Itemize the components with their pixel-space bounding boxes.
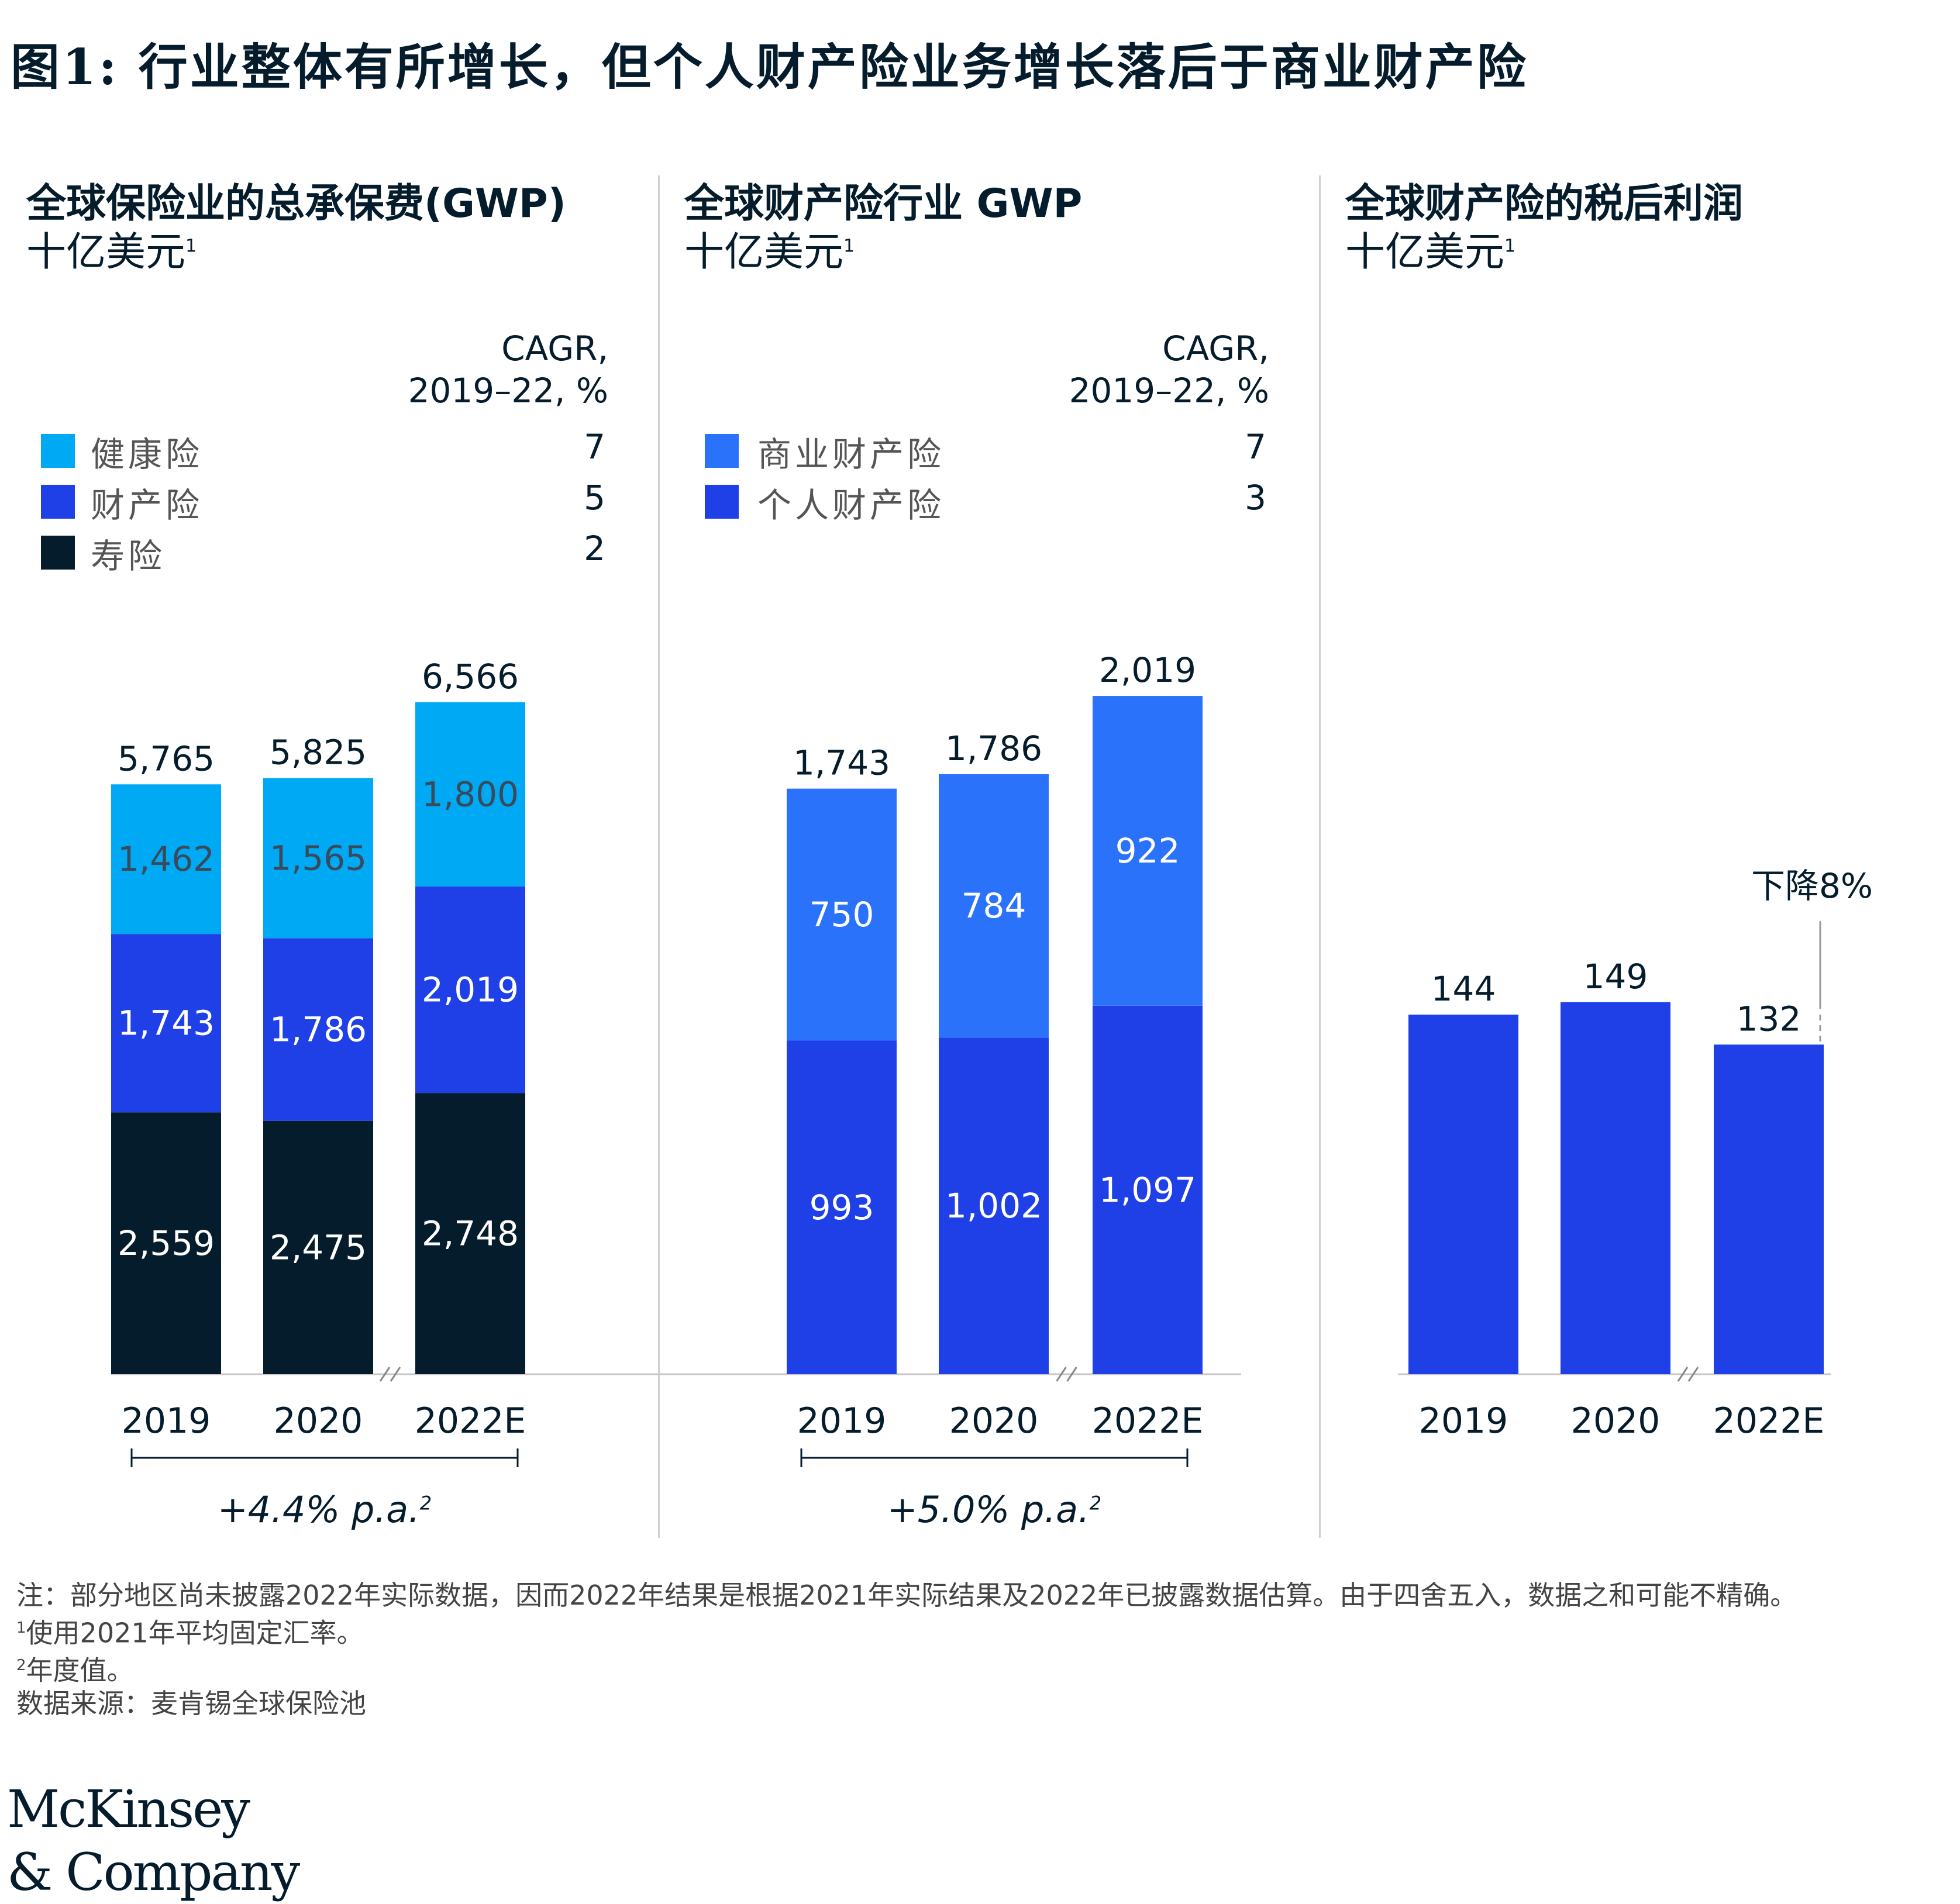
x-tick-label: 2019 <box>1419 1401 1508 1441</box>
panel1-title: 全球保险业的总承保费(GWP) <box>26 181 566 227</box>
legend-label-property: 财产险 <box>91 485 204 525</box>
panel1-unit: 十亿美元1 <box>26 229 197 275</box>
bar-segment <box>415 886 525 1094</box>
note-main: 注：部分地区尚未披露2022年实际数据，因而2022年结果是根据2021年实际结… <box>16 1579 1797 1611</box>
x-tick-label: 2020 <box>274 1401 363 1441</box>
legend-swatch-health <box>41 434 75 468</box>
bar-segment <box>111 784 221 934</box>
x-tick-label: 2019 <box>122 1401 211 1441</box>
legend-label-commercial: 商业财产险 <box>757 434 945 474</box>
bar-segment <box>263 1120 373 1374</box>
segment-label: 2,559 <box>118 1223 215 1263</box>
charts-canvas: 2,559 1,743 1,462 5,765 2019 2,475 1,786 1,565 5… <box>111 650 1873 1467</box>
segment-label: 2,748 <box>422 1214 519 1254</box>
panel2-title: 全球财产险行业 GWP <box>684 181 1083 227</box>
bar <box>1408 1015 1518 1374</box>
segment-label: 1,743 <box>118 1003 215 1043</box>
total-label: 5,825 <box>270 732 367 772</box>
axis-break-mark <box>1056 1367 1067 1382</box>
segment-label: 1,097 <box>1099 1170 1196 1210</box>
footnotes: 注：部分地区尚未披露2022年实际数据，因而2022年结果是根据2021年实际结… <box>16 1579 1797 1720</box>
bar-segment <box>787 788 897 1041</box>
bar-segment <box>263 938 373 1121</box>
total-label: 1,743 <box>793 743 890 783</box>
segment-label: 1,786 <box>270 1010 367 1050</box>
segment-label: 1,002 <box>945 1186 1042 1226</box>
panel-divider <box>1319 175 1321 1538</box>
x-tick-label: 2019 <box>797 1401 887 1441</box>
x-tick-label: 2022E <box>1092 1401 1204 1441</box>
decline-annotation: 下降8% <box>1751 866 1873 906</box>
segment-label: 750 <box>810 895 874 934</box>
legend-swatch-commercial <box>705 434 739 468</box>
segment-label: 1,800 <box>422 774 519 814</box>
legend-value-personal: 3 <box>1245 478 1266 518</box>
total-label: 6,566 <box>422 657 519 696</box>
panel3-unit: 十亿美元1 <box>1345 229 1516 275</box>
axis-break-mark <box>390 1367 401 1382</box>
axis-break-mark <box>379 1367 391 1382</box>
bar <box>1561 1002 1670 1374</box>
total-label: 1,786 <box>945 729 1042 768</box>
panel-divider <box>658 175 660 1538</box>
legend-swatch-property <box>41 485 75 519</box>
total-label: 5,765 <box>118 739 215 778</box>
legend-label-health: 健康险 <box>91 434 204 474</box>
bar-segment <box>111 934 221 1113</box>
x-tick-label: 2022E <box>1713 1401 1825 1441</box>
bar-segment <box>415 1093 525 1374</box>
segment-label: 2,019 <box>422 970 519 1009</box>
panel2-cagr-bar-label: +5.0% p.a.2 <box>887 1488 1102 1531</box>
axis-break-mark <box>1066 1367 1077 1382</box>
bar <box>1714 1044 1824 1374</box>
segment-label: 2,475 <box>270 1227 367 1267</box>
bar-segment <box>111 1112 221 1374</box>
legend-value-property: 5 <box>584 478 605 518</box>
panel1-cagr-bar-label: +4.4% p.a.2 <box>217 1488 432 1531</box>
axis-break-mark <box>1677 1367 1689 1382</box>
segment-label: 993 <box>810 1188 874 1227</box>
page-title: 图1: 行业整体有所增长，但个人财产险业务增长落后于商业财产险 <box>11 38 1528 96</box>
bar-segment <box>263 778 373 939</box>
legend-label-personal: 个人财产险 <box>757 485 945 525</box>
note-1: 1使用2021年平均固定汇率。 <box>16 1617 364 1649</box>
x-tick-label: 2020 <box>1571 1401 1661 1441</box>
mckinsey-logo: McKinsey & Company <box>7 1779 300 1902</box>
legend-swatch-life <box>41 536 75 570</box>
value-label: 132 <box>1737 999 1801 1039</box>
source-note: 数据来源：麦肯锡全球保险池 <box>16 1687 366 1719</box>
bar-segment <box>1093 696 1203 1006</box>
legend-value-health: 7 <box>584 427 605 467</box>
legend-value-commercial: 7 <box>1245 427 1266 467</box>
x-tick-label: 2022E <box>415 1401 526 1441</box>
bar-segment <box>939 774 1049 1038</box>
value-label: 149 <box>1583 957 1648 996</box>
note-2: 2年度值。 <box>16 1654 134 1686</box>
panel1-cagr-header: CAGR, 2019–22, % <box>408 329 608 411</box>
panel2-cagr-header: CAGR, 2019–22, % <box>1069 329 1269 411</box>
segment-label: 922 <box>1115 831 1180 871</box>
legend-label-life: 寿险 <box>91 536 166 576</box>
bar-segment <box>787 1040 897 1374</box>
value-label: 144 <box>1431 969 1496 1009</box>
segment-label: 1,462 <box>118 839 215 879</box>
total-label: 2,019 <box>1099 650 1196 690</box>
segment-label: 784 <box>962 886 1026 926</box>
bar-segment <box>415 702 525 887</box>
bar-segment <box>939 1037 1049 1374</box>
segment-label: 1,565 <box>270 838 367 878</box>
bar-segment <box>1093 1005 1203 1374</box>
legend-value-life: 2 <box>584 529 605 568</box>
axis-break-mark <box>1687 1367 1699 1382</box>
panel2-unit: 十亿美元1 <box>684 229 855 275</box>
legend-swatch-personal <box>705 485 739 519</box>
x-tick-label: 2020 <box>949 1401 1039 1441</box>
panel3-title: 全球财产险的税后利润 <box>1345 181 1744 227</box>
